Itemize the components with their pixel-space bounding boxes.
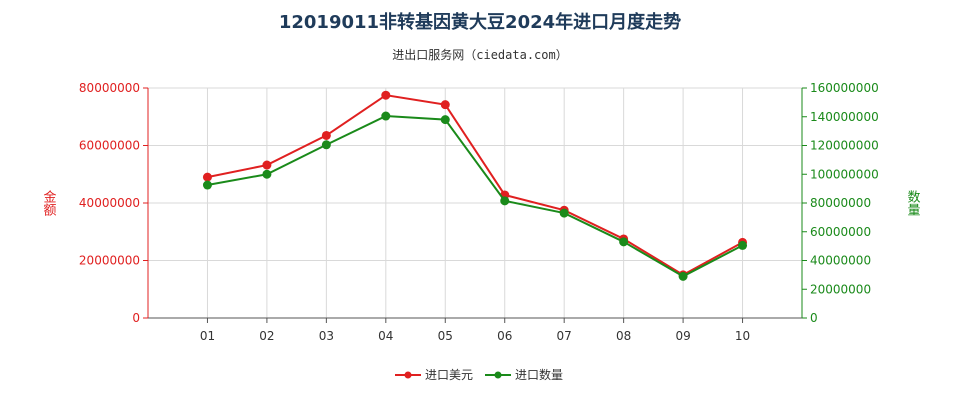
y-right-tick-label: 120000000	[810, 139, 879, 153]
series-1-point	[381, 90, 391, 100]
series-1-point	[202, 172, 212, 182]
legend-marker	[494, 371, 502, 379]
chart-subtitle: 进出口服务网（ciedata.com）	[392, 48, 568, 62]
x-tick-label: 05	[438, 329, 453, 343]
legend-label: 进口美元	[425, 368, 473, 382]
y-right-tick-label: 100000000	[810, 167, 879, 181]
x-tick-label: 03	[319, 329, 334, 343]
y-right-tick-label: 20000000	[810, 282, 871, 296]
legend-label: 进口数量	[515, 367, 563, 382]
x-tick-label: 01	[200, 329, 215, 343]
y-right-tick-label: 60000000	[810, 225, 871, 239]
y-left-tick-label: 60000000	[79, 139, 140, 153]
series-2-point	[619, 237, 629, 247]
x-tick-label: 10	[735, 329, 750, 343]
series-2-point	[500, 196, 510, 206]
series-1-point	[440, 100, 450, 110]
series-2-point	[202, 180, 212, 190]
series-1-point	[321, 130, 331, 140]
series-line-1	[207, 94, 744, 277]
y-right-tick-label: 0	[810, 311, 818, 325]
series-2-point	[262, 169, 272, 179]
y-right-label: 数量	[905, 190, 921, 216]
series-1-point	[262, 160, 272, 170]
y-right-tick-label: 80000000	[810, 196, 871, 210]
series-2-point	[321, 140, 331, 150]
series-2-point	[559, 208, 569, 218]
series-2-point	[440, 115, 450, 125]
x-tick-label: 08	[616, 329, 631, 343]
chart-title: 12019011非转基因黄大豆2024年进口月度走势	[278, 12, 682, 33]
series-2-point	[678, 271, 688, 281]
x-tick-label: 02	[259, 329, 274, 343]
y-left-label: 金额	[41, 189, 57, 217]
x-tick-label: 09	[675, 329, 690, 343]
series-2-point	[381, 111, 391, 121]
y-left-tick-label: 20000000	[79, 254, 140, 268]
y-right-tick-label: 160000000	[810, 81, 879, 95]
y-left-tick-label: 80000000	[79, 81, 140, 95]
y-left-tick-label: 0	[132, 311, 140, 325]
y-right-tick-label: 40000000	[810, 254, 871, 268]
x-tick-label: 04	[378, 329, 393, 343]
y-left-tick-label: 40000000	[79, 196, 140, 210]
legend-marker	[404, 371, 412, 379]
y-right-tick-label: 140000000	[810, 110, 879, 124]
x-tick-label: 06	[497, 329, 512, 343]
series-2-point	[738, 240, 748, 250]
series-line-2	[207, 115, 744, 278]
x-tick-label: 07	[557, 329, 572, 343]
